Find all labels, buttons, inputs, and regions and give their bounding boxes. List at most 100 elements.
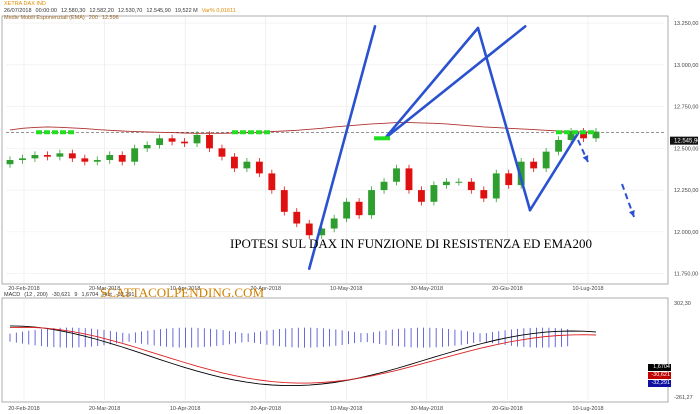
date-label: 26/07/2018 xyxy=(4,8,32,14)
price-header-row: XETRA DAX IND xyxy=(4,1,50,7)
candle-body xyxy=(255,161,263,174)
candle-body xyxy=(206,134,213,149)
candle-body xyxy=(305,223,313,236)
var-label: Var% 0,01611 xyxy=(201,8,236,14)
candle-body xyxy=(405,168,413,191)
x-axis-tick-labels: 20-Feb-2018 20-Feb-2018 20-Mar-2018 20-Mar-… xyxy=(8,286,603,412)
low-label: 12.530,70 xyxy=(117,8,143,14)
candle-body xyxy=(455,181,463,183)
candle-body xyxy=(542,151,550,169)
ema-name-label: Medie Mobili Esponenziali (EMA) xyxy=(4,15,85,21)
macd-hist-value: -32,291 xyxy=(115,292,135,298)
candle-body xyxy=(293,211,301,224)
macd-panel-frame xyxy=(1,297,669,403)
trendlines xyxy=(307,25,580,270)
candle-body xyxy=(243,161,251,169)
macd-histogram xyxy=(9,327,569,348)
x-tick-label: 10-Apr-2018 xyxy=(170,286,201,292)
x-tick-label: 10-May-2018 xyxy=(330,286,362,292)
candle-body xyxy=(418,190,425,202)
candle-body xyxy=(343,201,351,219)
price-panel-frame xyxy=(1,15,669,285)
close-label: 12.545,90 xyxy=(146,8,171,14)
candle-body xyxy=(442,181,450,186)
candle-body xyxy=(530,161,538,169)
macd-x-tick-label: 30-May-2018 xyxy=(411,406,443,412)
close-price-label: 12.545,90 xyxy=(674,139,700,145)
candle-body xyxy=(143,144,151,149)
macd-label: MACD xyxy=(4,292,21,298)
macd-y-tick-labels: 302,30 -261,27 xyxy=(674,301,693,401)
macd-value-tag: -30,621 xyxy=(648,372,671,379)
candle-body xyxy=(492,173,500,199)
candle-body xyxy=(580,131,587,139)
candle-body xyxy=(31,155,39,159)
candle-body xyxy=(567,131,575,140)
candle-body xyxy=(393,168,400,182)
macd-signal-tag: 1,6704 xyxy=(648,364,671,371)
macd-hist-tag: -32,291 xyxy=(648,380,671,387)
candle-body xyxy=(555,139,563,152)
y-tick-label: 13.000,00 xyxy=(674,63,698,69)
candle-body xyxy=(280,190,288,212)
y-tick-label: 12.750,00 xyxy=(674,105,698,111)
candle-body xyxy=(43,155,51,157)
candle-body xyxy=(106,155,114,161)
candle-body xyxy=(118,155,126,162)
macd-line xyxy=(9,325,597,387)
volume-label: 19,522 M xyxy=(174,8,198,14)
x-tick-label: 10-Lug-2018 xyxy=(572,286,603,292)
y-tick-label: 12.500,00 xyxy=(674,146,698,152)
macd-header-row: MACD (12 , 200) -30,621 9 1,6704 Hist -32,291 xyxy=(4,292,138,298)
forecast-arrow-head xyxy=(628,210,635,217)
candle-body xyxy=(480,190,488,199)
candle-body xyxy=(517,161,525,186)
ema-value-label: 12.596 xyxy=(101,15,119,21)
candle-body xyxy=(368,190,376,216)
trendline xyxy=(383,25,527,140)
candle-body xyxy=(467,181,475,191)
macd-x-tick-label: 10-Apr-2018 xyxy=(170,406,201,412)
trendline xyxy=(528,131,580,212)
candle-body xyxy=(6,160,14,165)
trendline xyxy=(307,25,377,270)
macd-x-tick-label: 20-Feb-2018 xyxy=(8,406,40,412)
grid-lines xyxy=(6,16,664,400)
x-tick-label: 30-May-2018 xyxy=(411,286,443,292)
y-tick-label: 12.000,00 xyxy=(674,230,698,236)
candle-body xyxy=(19,158,26,161)
candle-body xyxy=(68,153,76,159)
macd-signal-value: 1,6704 xyxy=(81,292,99,298)
close-price-tag xyxy=(670,136,698,145)
macd-x-tick-label: 10-Lug-2018 xyxy=(572,406,603,412)
symbol-label: XETRA DAX IND xyxy=(4,1,46,7)
macd-x-tick-label: 20-Apr-2018 xyxy=(250,406,281,412)
macd-params: (12 , 200) xyxy=(24,292,48,298)
candle-body xyxy=(380,181,388,191)
macd-y-tick-label: 302,30 xyxy=(674,301,691,307)
signal-line xyxy=(9,326,597,384)
candle-body xyxy=(355,201,363,216)
trendline xyxy=(383,26,480,140)
macd-y-tick-label: -261,27 xyxy=(674,395,693,401)
candle-body xyxy=(505,173,513,186)
candle-body xyxy=(93,160,101,162)
candle-body xyxy=(168,138,176,142)
candle-body xyxy=(218,148,226,157)
macd-x-tick-label: 20-Mar-2018 xyxy=(89,406,121,412)
ema200-line xyxy=(9,122,597,134)
candle-body xyxy=(156,138,164,145)
macd-hist-label: Hist xyxy=(102,292,112,298)
candle-body xyxy=(430,185,438,202)
x-tick-label: 20-Feb-2018 xyxy=(8,286,40,292)
x-tick-label: 20-Giu-2018 xyxy=(492,286,523,292)
forecast-arrows xyxy=(577,139,635,218)
chart-annotation: IPOTESI SUL DAX IN FUNZIONE DI RESISTENZ… xyxy=(230,236,593,251)
candle-body xyxy=(181,141,188,144)
forecast-arrow-shaft xyxy=(621,183,635,218)
y-tick-label: 12.250,00 xyxy=(674,188,698,194)
candle-body xyxy=(131,148,139,162)
macd-value: -30,621 xyxy=(51,292,71,298)
candle-body xyxy=(330,218,338,229)
